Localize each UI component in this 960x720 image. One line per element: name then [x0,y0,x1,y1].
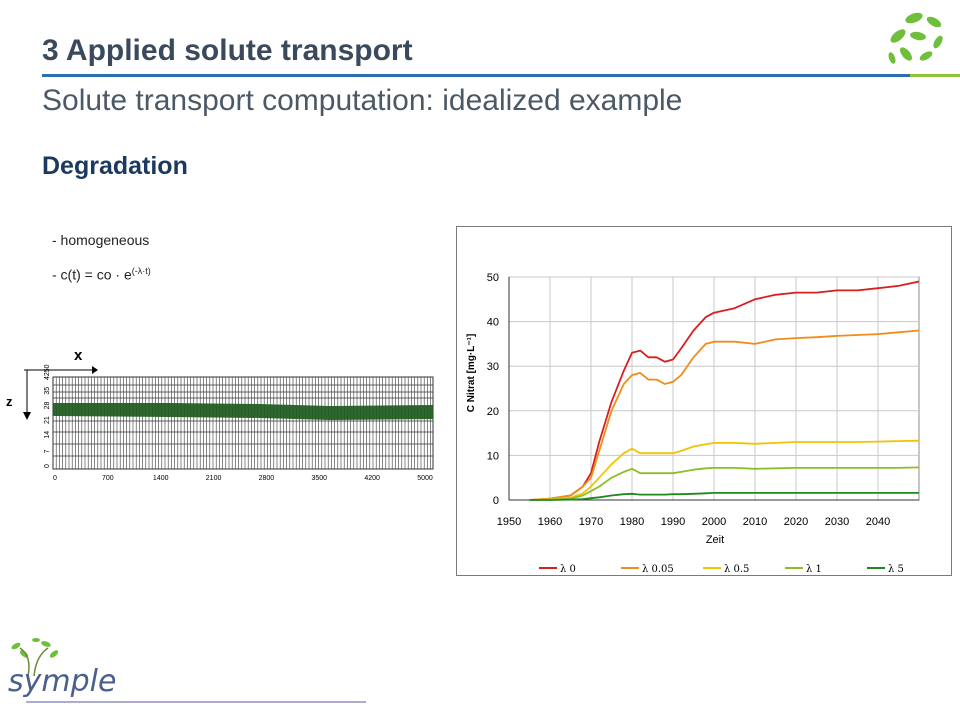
grid-mesh [52,376,434,470]
grid-z-tick-label: 14 [44,431,51,439]
grid-x-axis-label: x [74,347,83,364]
x-tick-label: 1960 [538,516,562,528]
series-line-0 [529,280,920,501]
chart-y-axis-label: C Nitrat [mg·L⁻¹] [466,334,477,413]
y-tick-label: 10 [487,450,499,462]
y-tick-label: 40 [487,317,499,329]
grid-z-tick-label: 4250 [44,364,51,380]
section-heading: Degradation [42,152,188,180]
y-tick-label: 30 [487,361,499,373]
series-line-1 [529,329,920,501]
dark-layer-band [53,403,433,420]
x-arrow-head-icon [92,366,98,374]
formula-text: - c(t) = co · e [52,266,132,283]
nitrate-chart: 1950 1960 1970 1980 1990 2000 2010 2020 2030 2040… [456,226,952,576]
grid-x-tick-label: 5000 [417,475,433,482]
grid-x-tick-label: 700 [102,475,114,482]
x-tick-label: 1970 [579,516,603,528]
legend-label-3: λ 1 [806,564,822,575]
grid-z-tick-label: 0 [44,464,51,468]
symple-logo-text: symple [8,664,117,699]
model-grid-figure: x z 0 700 1400 2100 2800 3500 4200 5000 0 7 14 21 2… [6,347,434,482]
series-line-2 [529,439,920,501]
grid-z-tick-label: 7 [44,449,51,453]
z-arrow-head-icon [23,412,31,420]
grid-x-tick-label: 4200 [364,475,380,482]
header-rule-blue [42,74,910,77]
y-tick-label: 20 [487,406,499,418]
legend-label-1: λ 0.05 [642,564,674,575]
bullet-homogeneous: - homogeneous [52,232,150,248]
grid-z-tick-label: 28 [44,401,51,409]
formula-exponent: (-λ·t) [131,266,151,276]
chart-x-axis-label: Zeit [706,534,724,546]
slide-subtitle: Solute transport computation: idealized … [42,84,683,117]
symple-logo-icon [11,638,366,703]
slide-title: 3 Applied solute transport [42,34,413,67]
x-tick-label: 1980 [620,516,644,528]
header-rule-green [910,74,960,77]
bullet-decay-formula: - c(t) = co · e(-λ·t) [52,266,151,283]
legend-label-4: λ 5 [888,564,904,575]
grid-x-tick-label: 3500 [311,475,327,482]
leaf-logo-icon [888,12,943,64]
x-tick-label: 1990 [661,516,685,528]
x-tick-label: 2030 [825,516,849,528]
x-tick-label: 2020 [784,516,808,528]
grid-z-axis-label: z [6,394,13,409]
grid-x-tick-label: 1400 [153,475,169,482]
legend-label-0: λ 0 [560,564,576,575]
grid-z-tick-label: 35 [44,387,51,395]
chart-svg: 1950 1960 1970 1980 1990 2000 2010 2020 2030 2040… [466,272,920,575]
grid-x-tick-label: 0 [53,475,57,482]
series-line-4 [529,491,919,501]
grid-x-tick-label: 2800 [259,475,275,482]
y-tick-label: 0 [493,495,499,507]
y-tick-label: 50 [487,272,499,284]
series-line-3 [529,466,920,501]
legend-label-2: λ 0.5 [724,564,749,575]
grid-z-tick-label: 21 [44,416,51,424]
grid-x-tick-label: 2100 [206,475,222,482]
x-tick-label: 2040 [866,516,890,528]
x-tick-label: 2000 [702,516,726,528]
x-tick-label: 1950 [497,516,521,528]
x-tick-label: 2010 [743,516,767,528]
